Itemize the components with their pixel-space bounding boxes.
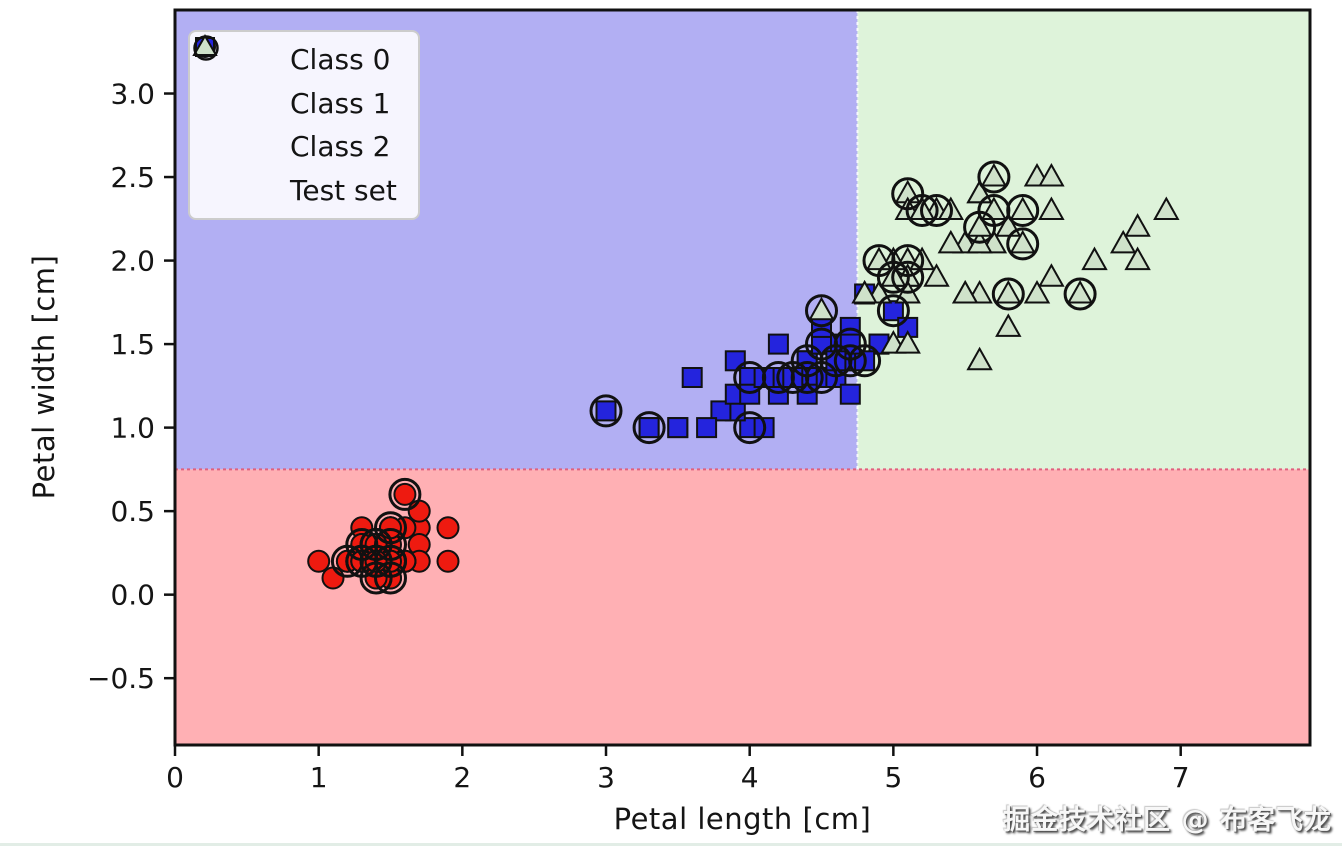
y-tick-label: 0.5: [110, 495, 155, 528]
legend-label-test-set: Test set: [290, 173, 397, 207]
legend-item-class-2: Class 2: [190, 34, 418, 169]
x-tick-label: 0: [166, 761, 184, 794]
red-region: [175, 469, 1310, 745]
bottom-edge-strip: [0, 843, 1342, 846]
test-set-rings: [330, 160, 1097, 595]
legend-item-class-0: Class 0: [190, 36, 418, 82]
legend-label-class-2: Class 2: [290, 130, 391, 164]
x-axis-ticks: 0 1 2 3 4 5 6 7: [166, 745, 1190, 794]
x-axis-label: Petal length [cm]: [613, 802, 872, 836]
x-tick-label: 3: [597, 761, 615, 794]
x-tick-label: 7: [1172, 761, 1190, 794]
x-tick-label: 4: [741, 761, 759, 794]
legend-label-class-1: Class 1: [290, 86, 391, 120]
y-axis-ticks: −0.5 0.0 0.5 1.0 1.5 2.0 2.5 3.0: [87, 78, 175, 695]
legend-item-test-set: Test set: [190, 35, 418, 213]
y-tick-label: 2.0: [110, 245, 155, 278]
watermark: 掘金技术社区 @ 布客飞龙: [1003, 805, 1332, 836]
y-tick-label: −0.5: [87, 662, 155, 695]
legend: Class 0 Class 1 Class 2 Test set: [188, 30, 420, 220]
y-tick-label: 2.5: [110, 161, 155, 194]
y-tick-label: 3.0: [110, 78, 155, 111]
x-tick-label: 2: [453, 761, 471, 794]
y-tick-label: 1.5: [110, 328, 155, 361]
green-region: [857, 10, 1310, 470]
x-tick-label: 1: [310, 761, 328, 794]
y-tick-label: 1.0: [110, 412, 155, 445]
decision-regions: [175, 10, 1310, 745]
legend-label-class-0: Class 0: [290, 43, 391, 77]
x-tick-label: 6: [1028, 761, 1046, 794]
x-tick-label: 5: [884, 761, 902, 794]
y-tick-label: 0.0: [110, 579, 155, 612]
legend-item-class-1: Class 1: [190, 37, 418, 126]
plot-border: [173, 8, 1312, 747]
y-axis-label: Petal width [cm]: [27, 254, 61, 500]
